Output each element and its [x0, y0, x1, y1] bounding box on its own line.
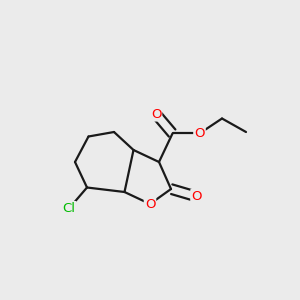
Text: Cl: Cl: [62, 202, 76, 215]
Text: O: O: [194, 127, 205, 140]
Text: O: O: [151, 107, 161, 121]
Text: O: O: [145, 197, 155, 211]
Text: O: O: [191, 190, 202, 203]
